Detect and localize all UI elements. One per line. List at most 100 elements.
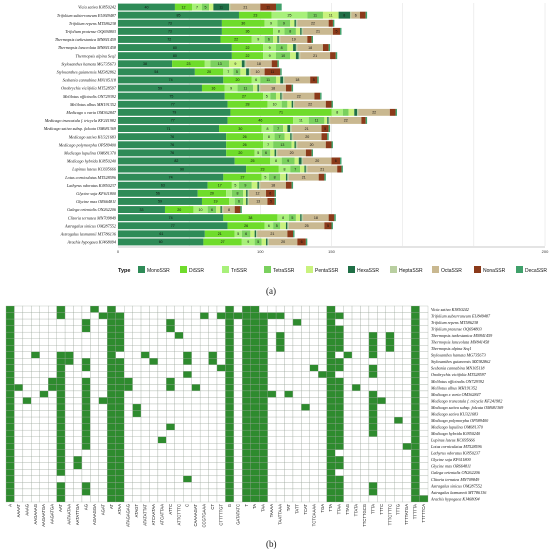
- heatmap-cell-absent: [419, 305, 429, 313]
- heatmap-cell-present: [107, 456, 116, 463]
- heatmap-cell-present: [115, 429, 125, 437]
- bar-value-label: 6: [268, 224, 270, 228]
- heatmap-cell-absent: [394, 325, 403, 333]
- bar-segment-dissr: [230, 108, 332, 116]
- species-label: Vicia sativa KJ850242: [78, 5, 116, 10]
- bar-value-label: 77: [171, 119, 175, 123]
- heatmap-cell-absent: [73, 325, 83, 333]
- bar-value-label: 80: [173, 46, 177, 50]
- heatmap-cell-absent: [183, 416, 192, 424]
- heatmap-column-label: TTCTTGCG: [362, 504, 367, 527]
- bar-segment-trissr: [264, 19, 278, 27]
- heatmap-cell-absent: [174, 403, 184, 411]
- heatmap-cell-present: [410, 436, 420, 444]
- bar-segment-pentassr: [283, 125, 288, 132]
- bar-value-label: 18: [271, 86, 275, 90]
- heatmap-cell-absent: [216, 403, 226, 411]
- heatmap-cell-present: [259, 318, 268, 326]
- heatmap-cell-present: [250, 462, 260, 470]
- heatmap-cell-absent: [22, 495, 32, 503]
- heatmap-cell-absent: [208, 318, 218, 326]
- heatmap-column-label: TTTG: [396, 504, 401, 515]
- heatmap-cell-absent: [73, 482, 83, 490]
- heatmap-cell-present: [326, 410, 336, 418]
- heatmap-cell-present: [326, 488, 336, 496]
- heatmap-cell-absent: [81, 331, 91, 339]
- bar-segment-nonassr: [361, 117, 366, 124]
- heatmap-cell-absent: [31, 443, 40, 450]
- heatmap-cell-absent: [368, 377, 378, 385]
- heatmap-cell-present: [335, 338, 344, 346]
- heatmap-cell-absent: [301, 410, 310, 418]
- heatmap-cell-absent: [208, 475, 218, 483]
- heatmap-cell-absent: [31, 482, 40, 490]
- bar-value-label: 22: [297, 94, 301, 98]
- heatmap-cell-absent: [292, 351, 302, 359]
- bar-segment-nonassr: [321, 125, 329, 132]
- bar-segment-trissr: [261, 125, 274, 132]
- heatmap-cell-absent: [351, 358, 361, 365]
- heatmap-cell-absent: [140, 475, 150, 483]
- heatmap-cell-present: [351, 384, 361, 392]
- heatmap-cell-present: [410, 351, 420, 359]
- heatmap-cell-absent: [73, 449, 83, 457]
- heatmap-cell-absent: [73, 371, 83, 379]
- heatmap-cell-present: [225, 403, 235, 411]
- bar-value-label: 21: [218, 232, 222, 236]
- heatmap-cell-absent: [98, 488, 108, 496]
- heatmap-cell-absent: [56, 331, 66, 339]
- heatmap-column-label: AAAG: [24, 504, 29, 516]
- heatmap-cell-absent: [191, 377, 201, 385]
- heatmap-cell-absent: [124, 312, 133, 320]
- heatmap-cell-absent: [394, 423, 403, 431]
- heatmap-cell-absent: [284, 403, 294, 411]
- heatmap-cell-absent: [377, 436, 386, 444]
- heatmap-cell-absent: [318, 358, 327, 365]
- heatmap-cell-absent: [149, 462, 159, 470]
- heatmap-cell-absent: [166, 312, 175, 320]
- heatmap-cell-present: [81, 384, 91, 392]
- heatmap-cell-absent: [199, 462, 209, 470]
- heatmap-cell-absent: [335, 305, 344, 313]
- bar-value-label: 36: [246, 30, 250, 34]
- heatmap-cell-absent: [360, 377, 370, 385]
- bar-segment-decassr: [365, 117, 368, 124]
- bar-segment-nonassr: [330, 52, 336, 60]
- heatmap-cell-absent: [39, 495, 49, 503]
- bar-value-label: 5: [237, 232, 239, 236]
- heatmap-cell-absent: [174, 469, 184, 477]
- heatmap-column-label: C: [185, 504, 190, 507]
- heatmap-cell-present: [326, 390, 336, 398]
- heatmap-cell-present: [107, 384, 116, 392]
- heatmap-cell-absent: [174, 318, 184, 326]
- heatmap-cell-absent: [14, 377, 24, 385]
- heatmap-row-label: Trifolium subterraneum EU849487: [431, 313, 491, 318]
- bar-value-label: 11: [266, 5, 270, 9]
- bar-value-label: 82: [174, 159, 178, 163]
- heatmap-cell-absent: [275, 351, 285, 359]
- heatmap-cell-absent: [14, 364, 24, 372]
- heatmap-cell-present: [225, 423, 235, 431]
- heatmap-cell-present: [115, 325, 125, 333]
- heatmap-cell-absent: [318, 495, 327, 503]
- species-label: Trifolium subterraneum EU849487: [57, 13, 117, 18]
- heatmap-cell-present: [225, 488, 235, 496]
- heatmap-cell-absent: [48, 429, 57, 437]
- heatmap-cell-absent: [292, 403, 302, 411]
- heatmap-cell-absent: [284, 331, 294, 339]
- bar-segment-hexassr: [327, 117, 329, 124]
- bar-value-label: 56: [156, 192, 160, 196]
- heatmap-cell-absent: [233, 410, 243, 418]
- bar-segment-trissr: [223, 68, 234, 76]
- heatmap-cell-absent: [166, 364, 175, 372]
- heatmap-cell-absent: [183, 364, 192, 372]
- heatmap-cell-absent: [275, 475, 285, 483]
- bar-segment-pentassr: [295, 214, 301, 222]
- heatmap-cell-absent: [377, 351, 386, 359]
- heatmap-cell-present: [5, 312, 15, 320]
- heatmap-cell-present: [250, 384, 260, 392]
- bar-value-label: 22: [234, 38, 238, 42]
- heatmap-cell-absent: [90, 397, 99, 405]
- heatmap-cell-absent: [157, 338, 167, 346]
- heatmap-cell-present: [107, 416, 116, 424]
